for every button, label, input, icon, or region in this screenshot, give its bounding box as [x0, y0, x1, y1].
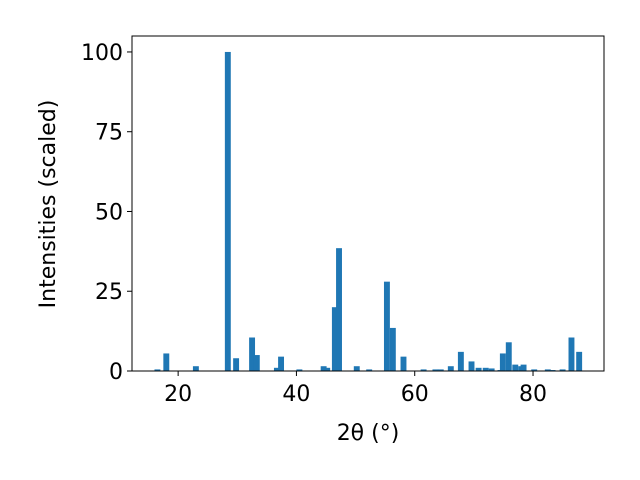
- y-axis-label: Intensities (scaled): [36, 100, 61, 309]
- bar: [336, 248, 342, 371]
- bar: [432, 369, 439, 371]
- bar: [192, 366, 199, 371]
- x-tick-label: 40: [282, 382, 310, 407]
- x-tick-label: 20: [164, 382, 192, 407]
- y-tick-label: 75: [95, 121, 123, 146]
- bar: [437, 369, 444, 371]
- x-tick-label: 60: [401, 382, 429, 407]
- bar: [253, 355, 260, 371]
- bar: [576, 351, 583, 371]
- bar: [249, 337, 256, 371]
- bar: [559, 369, 566, 371]
- bar: [468, 361, 475, 371]
- bar: [233, 358, 240, 371]
- bar: [296, 369, 303, 371]
- bar: [383, 281, 390, 371]
- x-tick-label: 80: [519, 382, 547, 407]
- bar: [544, 369, 551, 371]
- bar: [278, 356, 285, 371]
- bar: [568, 337, 575, 371]
- bar: [224, 51, 231, 371]
- bar: [400, 356, 407, 371]
- bar: [154, 369, 161, 371]
- bar: [320, 366, 327, 371]
- bar: [273, 367, 280, 371]
- bar: [420, 369, 427, 371]
- bar: [163, 353, 170, 371]
- bar: [324, 367, 331, 371]
- bar: [475, 367, 482, 371]
- bar: [520, 364, 527, 371]
- bar: [505, 342, 512, 371]
- y-tick-label: 50: [95, 200, 123, 225]
- plot-frame: [131, 35, 605, 372]
- bar: [366, 369, 373, 371]
- y-tick-label: 25: [95, 280, 123, 305]
- bar: [353, 366, 360, 371]
- bar: [531, 369, 538, 371]
- bar: [482, 367, 489, 371]
- bar: [499, 353, 506, 371]
- bar: [457, 351, 464, 371]
- bar: [512, 364, 519, 371]
- y-tick-label: 0: [109, 360, 123, 385]
- y-tick-label: 100: [81, 41, 123, 66]
- bar: [331, 307, 338, 371]
- bar: [488, 368, 495, 371]
- x-axis-label: 2θ (°): [337, 421, 400, 446]
- bar: [447, 366, 454, 371]
- bar: [389, 327, 396, 371]
